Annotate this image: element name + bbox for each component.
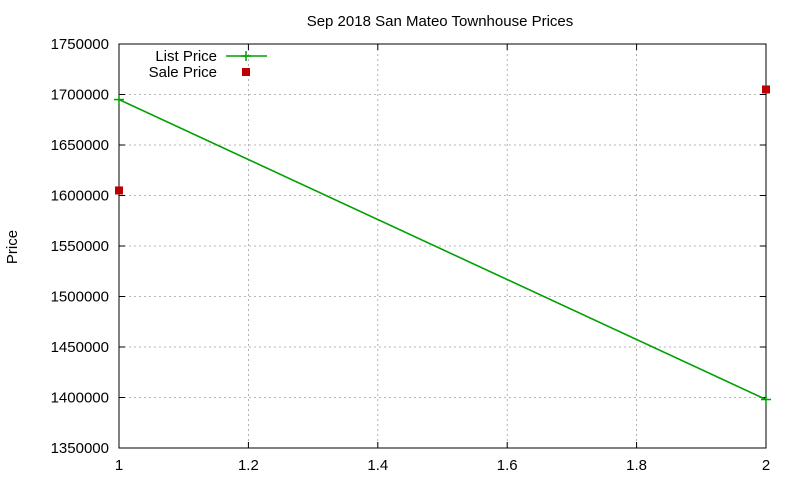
x-tick-label: 1.6 xyxy=(497,457,518,474)
chart-title: Sep 2018 San Mateo Townhouse Prices xyxy=(307,13,574,30)
x-tick-label: 1.4 xyxy=(367,457,388,474)
list-price-point xyxy=(114,94,124,105)
y-tick-label: 1650000 xyxy=(51,137,109,154)
series-layer xyxy=(114,85,771,405)
y-tick-label: 1350000 xyxy=(51,440,109,457)
y-tick-label: 1400000 xyxy=(51,390,109,407)
sale-price-point xyxy=(762,85,770,94)
legend-swatch-marker-list-price xyxy=(241,51,251,61)
legend-label-sale-price: Sale Price xyxy=(149,64,217,81)
x-tick-label: 2 xyxy=(762,457,770,474)
list-price-line xyxy=(118,98,767,401)
legend-label-list-price: List Price xyxy=(155,48,217,65)
x-tick-label: 1 xyxy=(115,457,123,474)
sale-price-point xyxy=(115,186,123,195)
grid-layer xyxy=(119,44,766,448)
x-tick-label: 1.8 xyxy=(626,457,647,474)
y-tick-label: 1450000 xyxy=(51,339,109,356)
x-tick-label: 1.2 xyxy=(238,457,259,474)
y-tick-label: 1550000 xyxy=(51,238,109,255)
y-axis-label: Price xyxy=(4,230,21,264)
y-tick-label: 1600000 xyxy=(51,188,109,205)
ticks-layer: 1350000 1400000 1450000 1500000 1550000 16000… xyxy=(51,36,771,474)
legend-swatch-marker-sale-price xyxy=(242,68,250,76)
plot-frame xyxy=(118,43,767,449)
y-tick-label: 1500000 xyxy=(51,289,109,306)
list-price-point xyxy=(761,394,771,405)
y-tick-label: 1750000 xyxy=(51,36,109,53)
y-tick-label: 1700000 xyxy=(51,87,109,104)
